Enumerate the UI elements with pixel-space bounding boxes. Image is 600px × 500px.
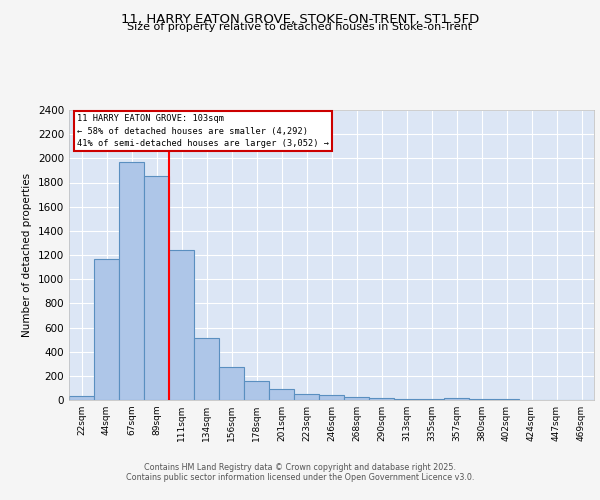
Bar xyxy=(119,162,144,400)
Text: 11 HARRY EATON GROVE: 103sqm
← 58% of detached houses are smaller (4,292)
41% of: 11 HARRY EATON GROVE: 103sqm ← 58% of de… xyxy=(77,114,329,148)
Bar xyxy=(369,398,394,400)
Y-axis label: Number of detached properties: Number of detached properties xyxy=(22,173,32,337)
Bar xyxy=(344,398,369,400)
Text: Contains HM Land Registry data © Crown copyright and database right 2025.: Contains HM Land Registry data © Crown c… xyxy=(144,462,456,471)
Bar xyxy=(169,250,194,400)
Bar xyxy=(144,176,169,400)
Bar xyxy=(294,394,319,400)
Text: Contains public sector information licensed under the Open Government Licence v3: Contains public sector information licen… xyxy=(126,472,474,482)
Bar xyxy=(444,398,469,400)
Text: 11, HARRY EATON GROVE, STOKE-ON-TRENT, ST1 5FD: 11, HARRY EATON GROVE, STOKE-ON-TRENT, S… xyxy=(121,12,479,26)
Text: Size of property relative to detached houses in Stoke-on-Trent: Size of property relative to detached ho… xyxy=(127,22,473,32)
Bar xyxy=(319,396,344,400)
Bar xyxy=(269,390,294,400)
Bar xyxy=(69,396,94,400)
Bar xyxy=(219,368,244,400)
Bar xyxy=(194,338,219,400)
Bar xyxy=(244,382,269,400)
Bar xyxy=(94,258,119,400)
Bar xyxy=(419,399,444,400)
Bar xyxy=(394,399,419,400)
